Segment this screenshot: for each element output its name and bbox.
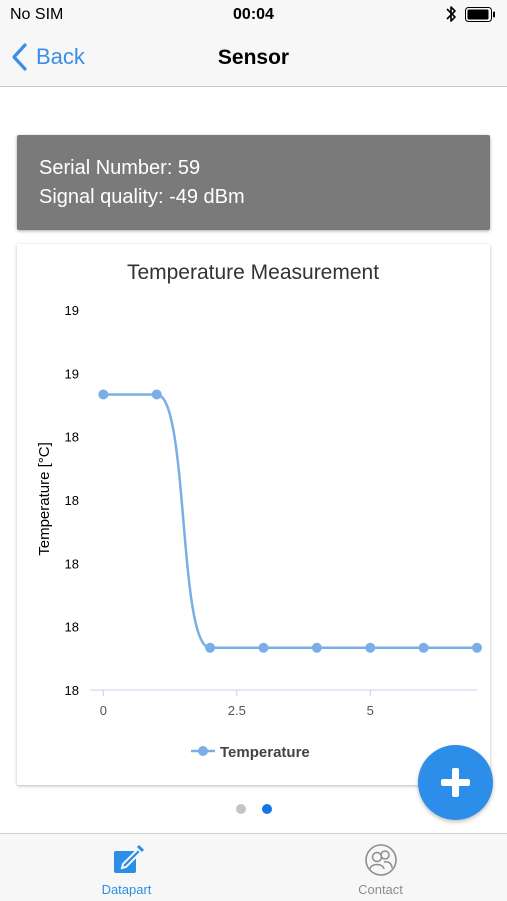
temperature-data-point[interactable] xyxy=(151,389,162,400)
status-bar: No SIM 00:04 xyxy=(0,0,507,30)
y-tick-label: 18 xyxy=(65,430,79,445)
legend-swatch-point xyxy=(198,746,208,756)
legend-label: Temperature xyxy=(220,744,310,761)
sensor-info-card: Serial Number: 59 Signal quality: -49 dB… xyxy=(17,135,490,230)
temperature-data-point[interactable] xyxy=(205,642,216,653)
y-tick-label: 18 xyxy=(65,683,79,698)
x-tick-label: 0 xyxy=(100,703,107,718)
x-tick-label: 2.5 xyxy=(228,703,246,718)
temperature-chart-card: Temperature Measurement Temperature [°C]… xyxy=(17,244,490,785)
bluetooth-icon xyxy=(446,6,456,22)
y-tick-label: 18 xyxy=(65,620,79,635)
serial-number-text: Serial Number: 59 xyxy=(39,157,201,179)
navigation-bar: Back Sensor xyxy=(0,30,507,87)
temperature-data-point[interactable] xyxy=(258,642,269,653)
page-title: Sensor xyxy=(217,46,290,69)
temperature-data-point[interactable] xyxy=(418,642,429,653)
battery-icon xyxy=(465,7,495,22)
contact-icon xyxy=(365,844,397,876)
tab-datapart[interactable]: Datapart xyxy=(0,834,253,901)
clock: 00:04 xyxy=(233,6,274,23)
signal-quality-text: Signal quality: -49 dBm xyxy=(39,186,245,208)
carrier-label: No SIM xyxy=(10,6,64,23)
y-tick-label: 19 xyxy=(65,366,79,381)
y-tick-label: 18 xyxy=(65,556,79,571)
chevron-left-icon xyxy=(12,43,27,71)
tab-contact-label: Contact xyxy=(358,882,403,897)
chart-title: Temperature Measurement xyxy=(127,261,379,284)
temperature-data-point[interactable] xyxy=(311,642,322,653)
chart-legend: Temperature xyxy=(191,744,310,761)
temperature-data-point[interactable] xyxy=(98,389,109,400)
back-label: Back xyxy=(36,44,85,69)
page-dot-2[interactable] xyxy=(261,804,272,814)
y-tick-label: 18 xyxy=(65,493,79,508)
temperature-chart: Temperature Measurement Temperature [°C]… xyxy=(36,261,482,761)
back-button[interactable]: Back xyxy=(10,40,85,74)
page-indicator xyxy=(0,804,507,816)
tab-contact[interactable]: Contact xyxy=(254,834,507,901)
temperature-data-point[interactable] xyxy=(365,642,376,653)
edit-icon xyxy=(114,844,144,873)
temperature-data-point[interactable] xyxy=(472,642,482,653)
tab-bar: Datapart Contact xyxy=(0,833,507,901)
y-axis-label: Temperature [°C] xyxy=(36,442,53,556)
x-tick-label: 5 xyxy=(367,703,374,718)
page-dot-1[interactable] xyxy=(235,804,246,814)
y-tick-label: 19 xyxy=(65,303,79,318)
temperature-series-line xyxy=(103,393,477,650)
tab-datapart-label: Datapart xyxy=(101,882,152,897)
add-button[interactable] xyxy=(418,745,493,820)
plus-icon xyxy=(441,768,470,797)
